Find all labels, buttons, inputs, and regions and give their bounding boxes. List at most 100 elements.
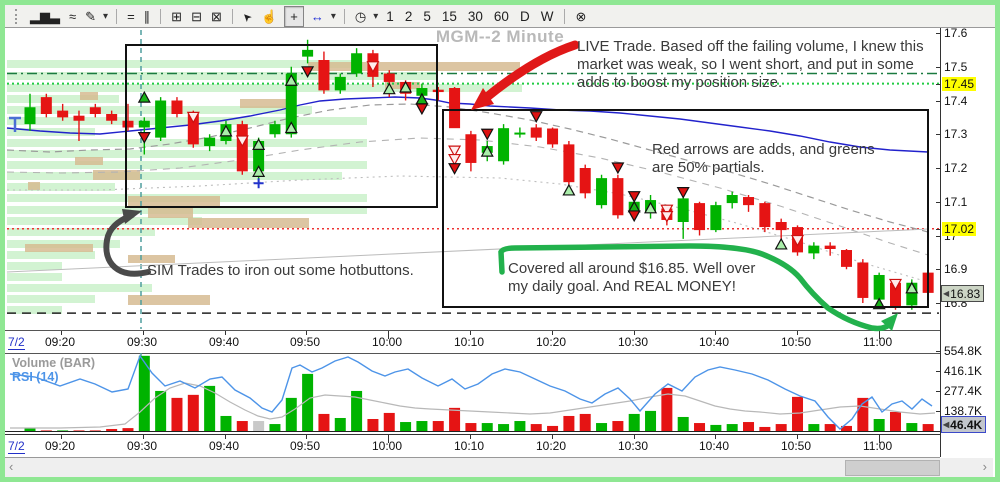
time-tick-mark bbox=[552, 435, 553, 439]
price-tick-label: 17.2 bbox=[944, 161, 968, 175]
time-tick-label: 10:50 bbox=[781, 335, 812, 349]
time-tick-label: 09:50 bbox=[290, 335, 321, 349]
volume-tick-mark bbox=[936, 371, 941, 372]
price-tick-label: 17.5 bbox=[944, 60, 968, 74]
dropdown-caret-icon[interactable]: ▾ bbox=[330, 10, 336, 22]
draw-tool-icon[interactable]: ✎ bbox=[85, 8, 97, 24]
time-tick-mark bbox=[388, 331, 389, 339]
time-tick-label: 09:50 bbox=[290, 439, 321, 453]
time-tick-label: 11:00 bbox=[863, 439, 893, 453]
timeframe-2[interactable]: 2 bbox=[404, 8, 413, 24]
volume-profile-band bbox=[7, 117, 367, 125]
volume-profile-bar bbox=[75, 157, 103, 165]
hand-icon[interactable]: ☝ bbox=[261, 8, 278, 24]
volume-profile-band bbox=[7, 273, 62, 281]
toolbar-grip[interactable] bbox=[15, 8, 20, 24]
vertical-line-tool-icon[interactable]: ∥ bbox=[143, 8, 151, 24]
volume-tick-mark bbox=[936, 411, 941, 412]
zoom-region-icon[interactable]: ⊠ bbox=[210, 8, 222, 24]
date-label[interactable]: 7/2 bbox=[8, 335, 25, 350]
volume-profile-band bbox=[7, 306, 62, 314]
time-tick-label: 09:40 bbox=[209, 335, 240, 349]
price-tick-mark bbox=[936, 67, 941, 68]
ray-line-icon[interactable]: ↔ bbox=[310, 8, 324, 24]
timeframe-5[interactable]: 5 bbox=[423, 8, 431, 24]
date-label[interactable]: 7/2 bbox=[8, 439, 25, 454]
volume-profile-bar bbox=[80, 92, 98, 100]
zoom-out-icon[interactable]: ⊟ bbox=[191, 8, 202, 24]
price-tick-mark bbox=[936, 168, 941, 169]
time-tick-label: 10:20 bbox=[536, 335, 567, 349]
time-tick-mark bbox=[306, 331, 307, 335]
annotation-adds-partials: Red arrows are adds, and greens are 50% … bbox=[652, 141, 875, 176]
close-icon[interactable]: ⊗ bbox=[575, 8, 587, 24]
time-axis-upper[interactable]: 7/2 09:20 09:30 09:40 09:50 10:00 10:10 10:20 1… bbox=[5, 330, 940, 354]
volume-tick-label: 277.4K bbox=[944, 384, 983, 398]
last-price-tag: ◀ 16.83 bbox=[941, 285, 985, 302]
toolbar-separator bbox=[231, 8, 233, 24]
volume-profile-bar bbox=[188, 218, 309, 228]
volume-profile-band bbox=[7, 262, 62, 270]
annotation-covered: Covered all around $16.85. Well over my … bbox=[508, 260, 756, 295]
horizontal-line-tool-icon[interactable]: = bbox=[127, 8, 135, 24]
scroll-right-icon[interactable]: › bbox=[982, 459, 987, 474]
time-tick-label: 10:40 bbox=[699, 439, 730, 453]
rsi-study-label: RSI (14) bbox=[12, 370, 59, 384]
price-tick-mark bbox=[936, 101, 941, 102]
price-tick-label: 17.6 bbox=[944, 26, 968, 40]
volume-profile-band bbox=[7, 183, 115, 191]
volume-tick-mark bbox=[936, 391, 941, 392]
volume-tick-label: 554.8K bbox=[944, 344, 983, 358]
crosshair-icon[interactable]: + bbox=[284, 5, 304, 27]
time-tick-mark bbox=[715, 435, 716, 439]
annotation-live-trade: LIVE Trade. Based off the failing volume… bbox=[577, 38, 924, 91]
volume-profile-band bbox=[7, 139, 367, 147]
time-tick-label: 10:10 bbox=[454, 335, 485, 349]
volume-profile-bar bbox=[240, 99, 295, 108]
dropdown-caret-icon[interactable]: ▾ bbox=[103, 10, 109, 22]
time-tick-mark bbox=[797, 331, 798, 335]
time-tick-label: 10:00 bbox=[372, 335, 403, 349]
volume-profile-band bbox=[7, 251, 95, 259]
time-tick-mark bbox=[61, 435, 62, 439]
time-tick-mark bbox=[143, 331, 144, 335]
pointer-icon[interactable]: ➤ bbox=[239, 8, 255, 24]
volume-profile-band bbox=[7, 60, 352, 68]
timeframe-60[interactable]: 60 bbox=[493, 8, 509, 24]
volume-profile-band bbox=[7, 128, 95, 136]
line-chart-icon[interactable]: ≈ bbox=[69, 8, 77, 24]
toolbar: ▂▆▃ ≈ ✎ ▾ = ∥ ⊞ ⊟ ⊠ ➤ ☝ + ↔ ▾ ◷ ▾ 1 2 5 15 30 60 D W ⊗ bbox=[5, 5, 995, 28]
volume-profile-band bbox=[7, 295, 95, 303]
time-tick-mark bbox=[143, 435, 144, 439]
time-tick-mark bbox=[470, 331, 471, 335]
time-tick-mark bbox=[306, 435, 307, 439]
bar-chart-icon[interactable]: ▂▆▃ bbox=[30, 8, 60, 24]
time-tick-mark bbox=[552, 331, 553, 335]
volume-profile-bar bbox=[28, 182, 40, 190]
zoom-in-icon[interactable]: ⊞ bbox=[171, 8, 183, 24]
volume-profile-band bbox=[7, 84, 522, 92]
volume-profile-band bbox=[7, 161, 367, 169]
left-arrow-icon: ◀ bbox=[943, 420, 950, 429]
time-tick-mark bbox=[61, 331, 62, 335]
timeframe-W[interactable]: W bbox=[540, 8, 554, 24]
time-tick-label: 10:00 bbox=[372, 439, 403, 453]
volume-profile-band bbox=[7, 172, 342, 180]
time-tick-label: 09:30 bbox=[127, 335, 158, 349]
time-tick-label: 09:20 bbox=[45, 335, 76, 349]
price-axis-panel[interactable] bbox=[941, 28, 993, 457]
timeframe-D[interactable]: D bbox=[519, 8, 530, 24]
volume-profile-band bbox=[7, 284, 152, 292]
timeframe-30[interactable]: 30 bbox=[467, 8, 483, 24]
timeframe-1[interactable]: 1 bbox=[386, 8, 394, 24]
volume-profile-band bbox=[7, 228, 155, 236]
timeframe-15[interactable]: 15 bbox=[441, 8, 457, 24]
clock-icon[interactable]: ◷ bbox=[354, 8, 367, 24]
dropdown-caret-icon[interactable]: ▾ bbox=[373, 10, 379, 22]
scroll-left-icon[interactable]: ‹ bbox=[9, 459, 14, 474]
time-tick-label: 09:30 bbox=[127, 439, 158, 453]
horizontal-scrollbar[interactable]: ‹ › bbox=[5, 458, 993, 477]
scrollbar-thumb[interactable] bbox=[845, 460, 940, 476]
time-axis-lower[interactable]: 7/2 09:20 09:30 09:40 09:50 10:00 10:10 10:20 1… bbox=[5, 434, 940, 458]
